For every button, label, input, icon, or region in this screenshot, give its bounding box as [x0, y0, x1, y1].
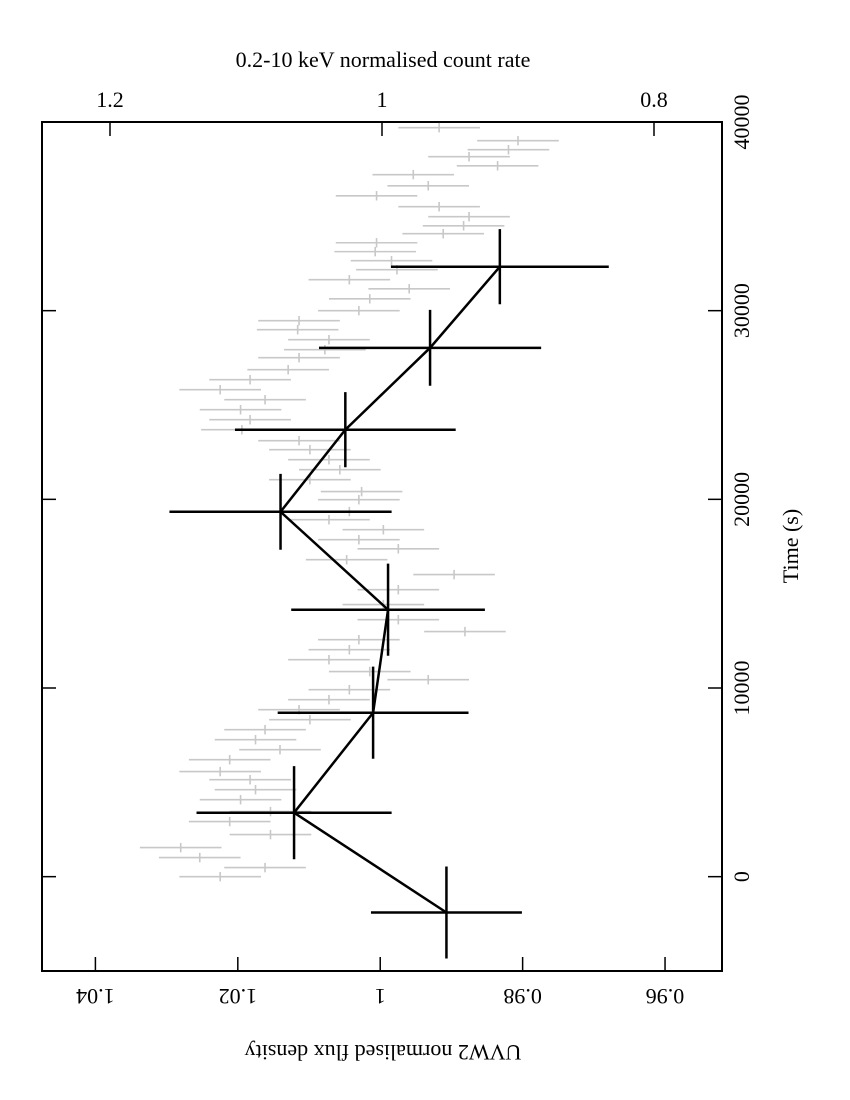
- x-tick-label: 1.04: [76, 984, 115, 1009]
- right-axis-label: Time (s): [778, 509, 803, 583]
- plot-frame: [41, 121, 723, 972]
- y-tick-label: 40000: [729, 95, 754, 150]
- x-tick-label: 1: [375, 984, 386, 1009]
- x2-tick-label: 1: [377, 87, 388, 112]
- x-tick-label: 0.98: [503, 984, 542, 1009]
- bottom-axis-label: UVW2 normalised flux density: [245, 1040, 522, 1065]
- top-axis-label: 0.2-10 keV normalised count rate: [236, 47, 531, 72]
- y-tick-label: 0: [729, 871, 754, 882]
- y-tick-label: 20000: [729, 472, 754, 527]
- y-tick-label: 30000: [729, 283, 754, 338]
- x-tick-label: 1.02: [219, 984, 258, 1009]
- connecting-line: [278, 265, 501, 914]
- x2-tick-label: 1.2: [96, 87, 124, 112]
- y-tick-label: 10000: [729, 661, 754, 716]
- x2-tick-label: 0.8: [640, 87, 668, 112]
- x-tick-label: 0.96: [646, 984, 685, 1009]
